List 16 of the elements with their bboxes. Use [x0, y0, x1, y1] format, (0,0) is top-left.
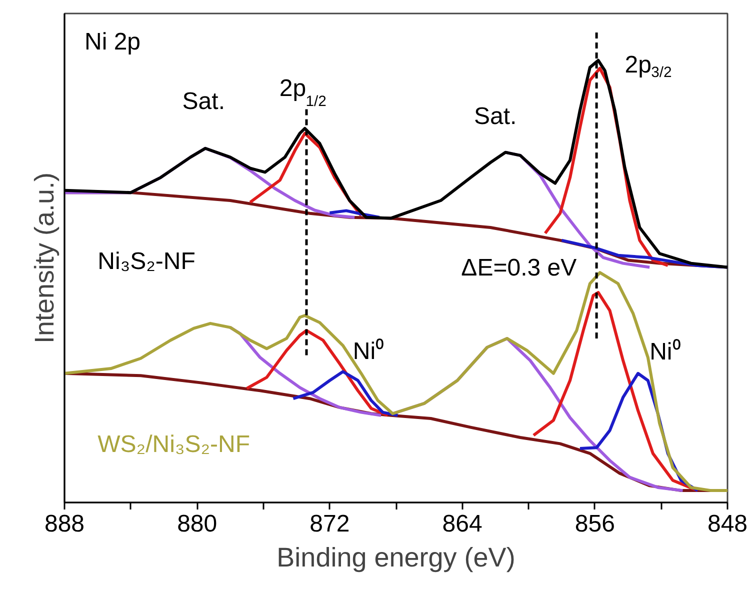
text: WS₂/Ni₃S₂-NF: [98, 430, 250, 458]
annotation: Sat.: [474, 103, 517, 130]
x-axis-title: Binding energy (eV): [276, 542, 516, 572]
x-tick-label: 872: [310, 510, 350, 538]
x-tick-label: 880: [177, 510, 218, 538]
annotation: Ni⁰: [352, 338, 384, 366]
x-tick-label: 864: [442, 510, 482, 538]
annotation: Ni⁰: [650, 338, 680, 366]
y-axis-title: Intensity (a.u.): [30, 172, 60, 344]
annotation: Sat.: [182, 88, 226, 116]
x-tick-label: 856: [574, 510, 615, 538]
text: Ni₃S₂-NF: [98, 248, 196, 275]
x-tick-label: 888: [44, 510, 85, 538]
annotation: ΔE=0.3 eV: [461, 254, 577, 282]
x-tick-label: 848: [707, 510, 748, 538]
text: Ni 2p: [84, 28, 141, 56]
